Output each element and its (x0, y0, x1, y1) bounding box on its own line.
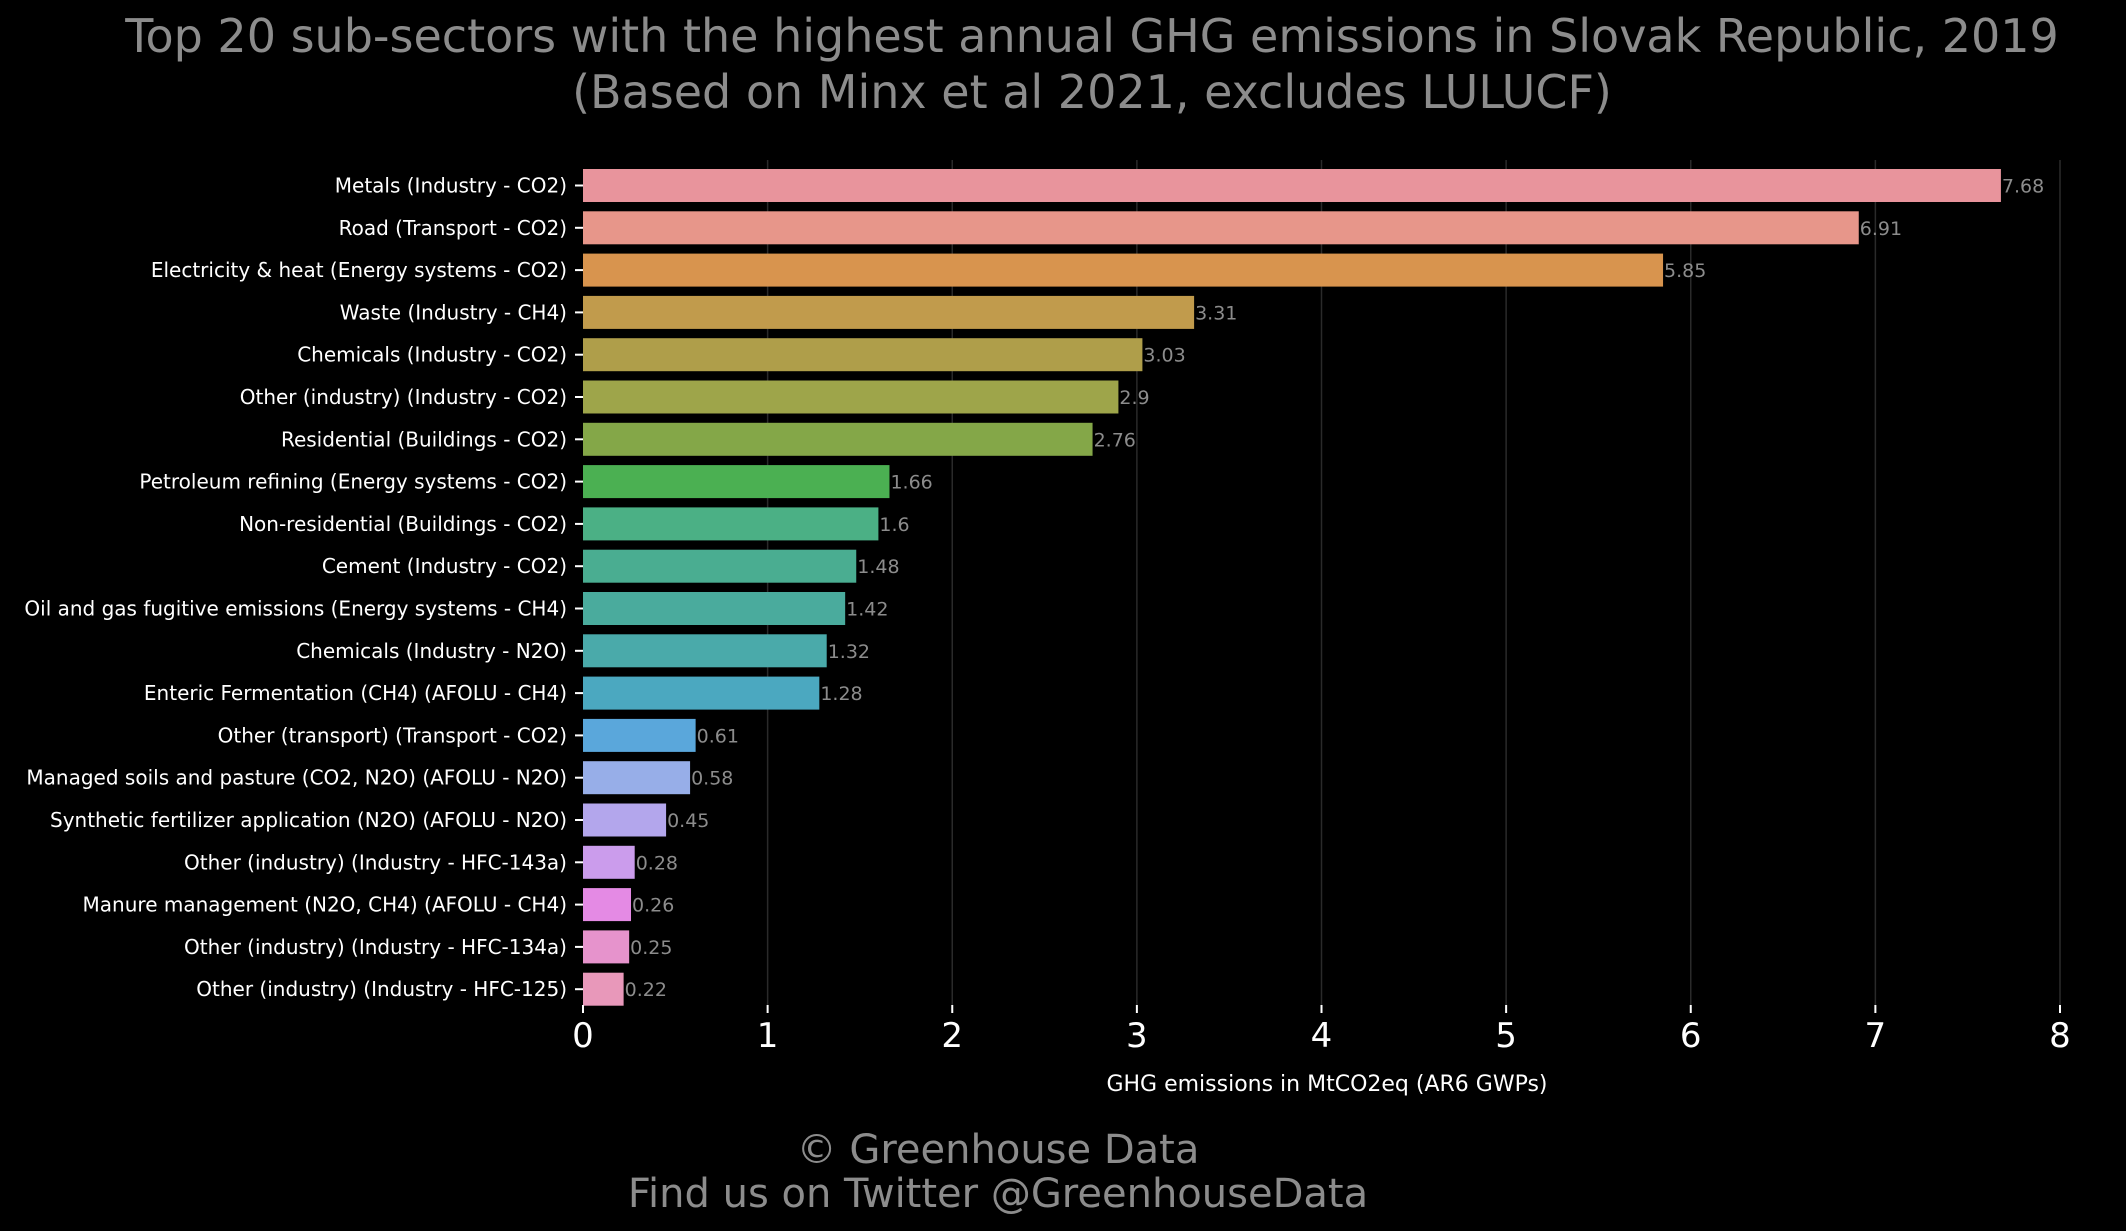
category-label-18: Manure management (N2O, CH4) (AFOLU - CH… (83, 893, 567, 917)
bar-1 (583, 169, 2001, 202)
category-label-4: Waste (Industry - CH4) (340, 300, 567, 324)
value-label-1: 7.68 (2002, 176, 2044, 198)
category-label-3: Electricity & heat (Energy systems - CO2… (151, 258, 567, 282)
bar-20 (583, 972, 624, 1006)
value-label-13: 1.28 (820, 683, 862, 705)
value-label-3: 5.85 (1664, 260, 1706, 282)
value-label-14: 0.61 (697, 725, 739, 747)
category-label-5: Chemicals (Industry - CO2) (297, 343, 567, 367)
bar-5 (583, 338, 1143, 372)
bar-13 (583, 676, 820, 710)
bar-10 (583, 549, 857, 583)
x-tick-label-8: 8 (2049, 1016, 2071, 1056)
value-label-17: 0.28 (636, 852, 678, 874)
value-label-16: 0.45 (667, 810, 709, 832)
value-labels: 7.68 6.91 5.85 3.31 3.03 2.9 2.76 1.66 1.6 1.48 1.… (625, 176, 2045, 1002)
bar-9 (583, 507, 879, 541)
category-label-7: Residential (Buildings - CO2) (281, 427, 567, 451)
bar-16 (583, 803, 667, 837)
category-label-14: Other (transport) (Transport - CO2) (218, 723, 567, 747)
gridlines (766, 160, 2061, 1005)
bar-17 (583, 845, 635, 879)
x-tick-label-4: 4 (1311, 1016, 1333, 1056)
value-label-11: 1.42 (846, 599, 888, 621)
footer-copyright: © Greenhouse Data (797, 1127, 1200, 1173)
bar-14 (583, 718, 696, 752)
bar-6 (583, 380, 1119, 414)
bar-18 (583, 888, 632, 922)
x-tick-label-6: 6 (1680, 1016, 1702, 1056)
value-label-19: 0.25 (630, 937, 672, 959)
category-label-15: Managed soils and pasture (CO2, N2O) (AF… (26, 766, 567, 790)
bar-19 (583, 930, 630, 964)
value-label-9: 1.6 (879, 514, 909, 536)
category-label-10: Cement (Industry - CO2) (322, 554, 567, 578)
value-label-5: 3.03 (1143, 345, 1185, 367)
category-labels: Metals (Industry - CO2) Road (Transport -… (24, 174, 583, 1001)
category-label-8: Petroleum refining (Energy systems - CO2… (139, 470, 567, 494)
category-label-2: Road (Transport - CO2) (339, 216, 567, 240)
category-label-12: Chemicals (Industry - N2O) (296, 639, 567, 663)
category-label-6: Other (industry) (Industry - CO2) (240, 385, 567, 409)
bar-11 (583, 592, 846, 625)
bar-4 (583, 295, 1195, 329)
x-tick-label-3: 3 (1126, 1016, 1148, 1056)
category-label-17: Other (industry) (Industry - HFC-143a) (184, 850, 567, 874)
x-tick-label-7: 7 (1865, 1016, 1887, 1056)
value-label-15: 0.58 (691, 768, 733, 790)
bar-7 (583, 422, 1093, 456)
value-label-4: 3.31 (1195, 302, 1237, 324)
bar-15 (583, 761, 691, 795)
x-axis: 0 1 2 3 4 5 6 7 8 (572, 1005, 2071, 1056)
bar-12 (583, 634, 827, 668)
x-tick-label-2: 2 (941, 1016, 963, 1056)
value-label-8: 1.66 (890, 472, 932, 494)
value-label-20: 0.22 (625, 979, 667, 1001)
bar-8 (583, 465, 890, 499)
value-label-10: 1.48 (857, 556, 899, 578)
x-tick-label-0: 0 (572, 1016, 594, 1056)
chart-title: Top 20 sub-sectors with the highest annu… (124, 9, 2059, 63)
x-tick-label-5: 5 (1495, 1016, 1517, 1056)
x-tick-label-1: 1 (757, 1016, 779, 1056)
bar-2 (583, 211, 1859, 245)
value-label-18: 0.26 (632, 895, 674, 917)
value-label-2: 6.91 (1860, 218, 1902, 240)
x-axis-label: GHG emissions in MtCO2eq (AR6 GWPs) (1106, 1072, 1547, 1097)
value-label-12: 1.32 (828, 641, 870, 663)
value-label-6: 2.9 (1119, 387, 1149, 409)
chart-subtitle: (Based on Minx et al 2021, excludes LULU… (572, 65, 1612, 119)
category-label-20: Other (industry) (Industry - HFC-125) (196, 977, 567, 1001)
category-label-13: Enteric Fermentation (CH4) (AFOLU - CH4) (144, 681, 567, 705)
category-label-19: Other (industry) (Industry - HFC-134a) (184, 935, 567, 959)
category-label-9: Non-residential (Buildings - CO2) (239, 512, 567, 536)
bar-3 (583, 253, 1664, 287)
category-label-11: Oil and gas fugitive emissions (Energy s… (24, 597, 567, 621)
category-label-16: Synthetic fertilizer application (N2O) (… (50, 808, 567, 832)
bars (583, 169, 2001, 1006)
category-label-1: Metals (Industry - CO2) (335, 174, 567, 198)
value-label-7: 2.76 (1094, 429, 1136, 451)
footer-twitter: Find us on Twitter @GreenhouseData (628, 1171, 1368, 1217)
